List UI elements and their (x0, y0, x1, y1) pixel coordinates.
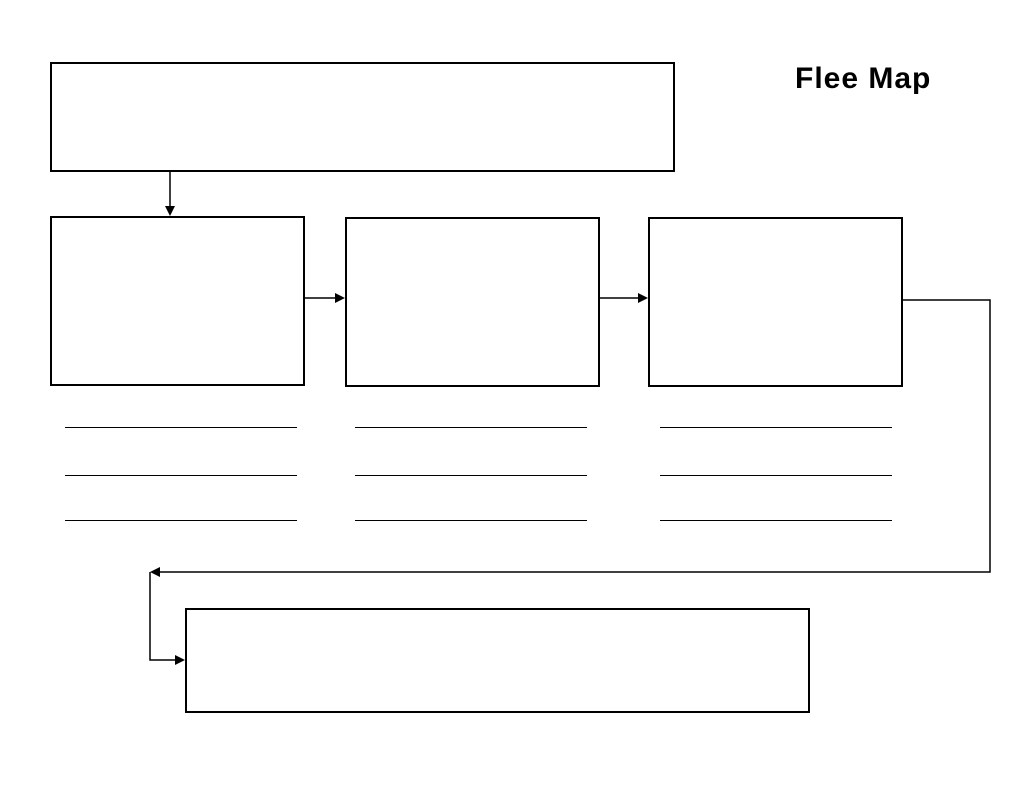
note-line (65, 520, 297, 521)
note-line (660, 475, 892, 476)
note-line (660, 520, 892, 521)
note-line (65, 427, 297, 428)
arrowhead-b2-to-b3 (638, 293, 648, 303)
note-line (355, 475, 587, 476)
flee-map-canvas: Flee Map (0, 0, 1024, 794)
arrowhead-down-to-bottom (175, 655, 185, 665)
box-step-3 (648, 217, 903, 387)
note-line (65, 475, 297, 476)
diagram-title: Flee Map (795, 62, 931, 96)
box-top (50, 62, 675, 172)
arrowhead-top-to-b1 (165, 206, 175, 216)
note-line (660, 427, 892, 428)
note-line (355, 427, 587, 428)
arrowhead-b1-to-b2 (335, 293, 345, 303)
note-line (355, 520, 587, 521)
box-bottom (185, 608, 810, 713)
arrow-down-to-bottom (150, 572, 179, 660)
arrowhead-right-run (150, 567, 160, 577)
box-step-2 (345, 217, 600, 387)
box-step-1 (50, 216, 305, 386)
